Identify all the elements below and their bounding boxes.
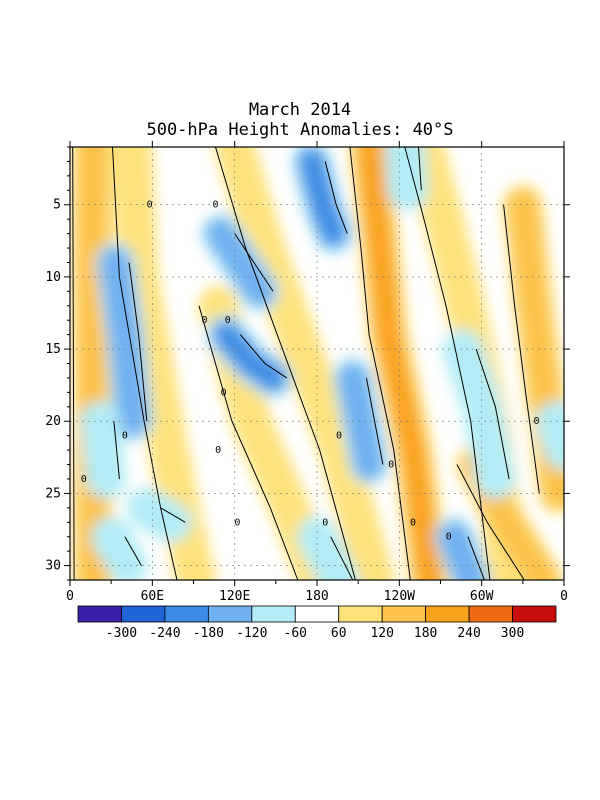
anomaly-band [291,147,354,254]
anomaly-band [214,147,395,580]
anomaly-band [72,147,114,580]
x-tick-label: 0 [560,589,568,604]
zero-contour [72,147,75,580]
zero-contour [467,536,485,580]
anomaly-band [206,314,294,398]
colorbar-label: 300 [501,626,524,641]
colorbar: -300 -240 -180 -120 -60 60 120 180 240 300 [77,605,557,641]
colorbar-swatch [425,605,470,623]
zero-contour [475,348,510,480]
colorbar-swatch [77,605,122,623]
contour-label: 0 [234,517,240,528]
colorbar-swatch [294,605,340,623]
colorbar-label: -60 [284,626,307,641]
contour-label: 0 [147,200,153,211]
x-tick-label: 120E [219,589,250,604]
chart-title: March 2014 [248,100,352,120]
contour-label: 0 [534,416,540,427]
contour-label: 0 [410,517,416,528]
x-tick-label: 120W [384,589,415,604]
colorbar-swatch [164,605,209,623]
y-tick-label: 10 [45,270,61,285]
zero-contour [128,262,148,422]
colorbar-swatch [207,605,253,623]
contour-label: 0 [446,532,452,543]
zero-contour [160,507,186,523]
x-tick-label: 0 [66,589,74,604]
anomaly-band [332,357,390,485]
colorbar-swatch [338,605,383,623]
zero-contour [456,464,525,580]
y-tick-label: 25 [45,486,61,501]
anomaly-band [126,487,192,543]
colorbar-label: -180 [193,626,224,641]
chart-subtitle: 500-hPa Height Anomalies: 40°S [146,120,454,140]
colorbar-label: -120 [236,626,267,641]
contour-label: 0 [81,474,87,485]
colorbar-label: 240 [457,626,480,641]
anomaly-band [95,242,154,442]
zero-contour [239,334,288,379]
contour-label: 0 [322,517,328,528]
zero-contour [404,147,491,580]
zero-contour [124,536,142,566]
zero-contour [418,147,422,191]
zero-contour [365,377,384,465]
contour-label: 0 [221,387,227,398]
y-tick-label: 20 [45,414,61,429]
zero-contour [112,147,178,580]
y-tick-label: 5 [53,198,61,213]
anomaly-band [297,516,359,580]
contour-label: 0 [336,431,342,442]
anomaly-band [434,516,491,580]
zero-contour [113,421,120,480]
anomaly-band [91,516,148,580]
zero-contour [215,147,356,580]
colorbar-swatch [381,605,427,623]
zero-contour [330,536,354,580]
contour-label: 0 [212,200,218,211]
zero-contour [349,147,411,580]
contour-label: 0 [122,431,128,442]
zero-contour [570,421,578,450]
contour-label: 0 [215,445,221,456]
colorbar-swatch [121,605,166,623]
colorbar-label: 60 [331,626,347,641]
y-tick-label: 15 [45,342,61,357]
colorbar-label: 180 [414,626,437,641]
anomaly-band [80,401,126,499]
x-axis: 0 60E 120E 180 120W 60W 0 [66,141,568,604]
x-tick-label: 180 [305,589,328,604]
colorbar-label: -240 [149,626,180,641]
contour-label: 0 [225,315,231,326]
zero-contour [324,161,348,234]
y-axis: 5 10 15 20 25 30 [45,146,570,581]
zero-contour [198,305,299,580]
anomaly-band [535,401,564,471]
colorbar-swatch [512,605,557,623]
colorbar-swatch [468,605,513,623]
grid-lines [70,147,564,580]
contour-label: 0 [201,315,207,326]
x-tick-label: 60W [470,589,494,604]
y-tick-label: 30 [45,559,61,574]
colorbar-swatch [251,605,296,623]
zero-contour [234,233,274,292]
contour-label: 0 [388,460,394,471]
anomaly-field [72,147,564,580]
anomaly-band [200,213,280,312]
colorbar-label: -300 [106,626,137,641]
x-tick-label: 60E [141,589,164,604]
anomaly-band [384,147,428,211]
colorbar-label: 120 [370,626,393,641]
